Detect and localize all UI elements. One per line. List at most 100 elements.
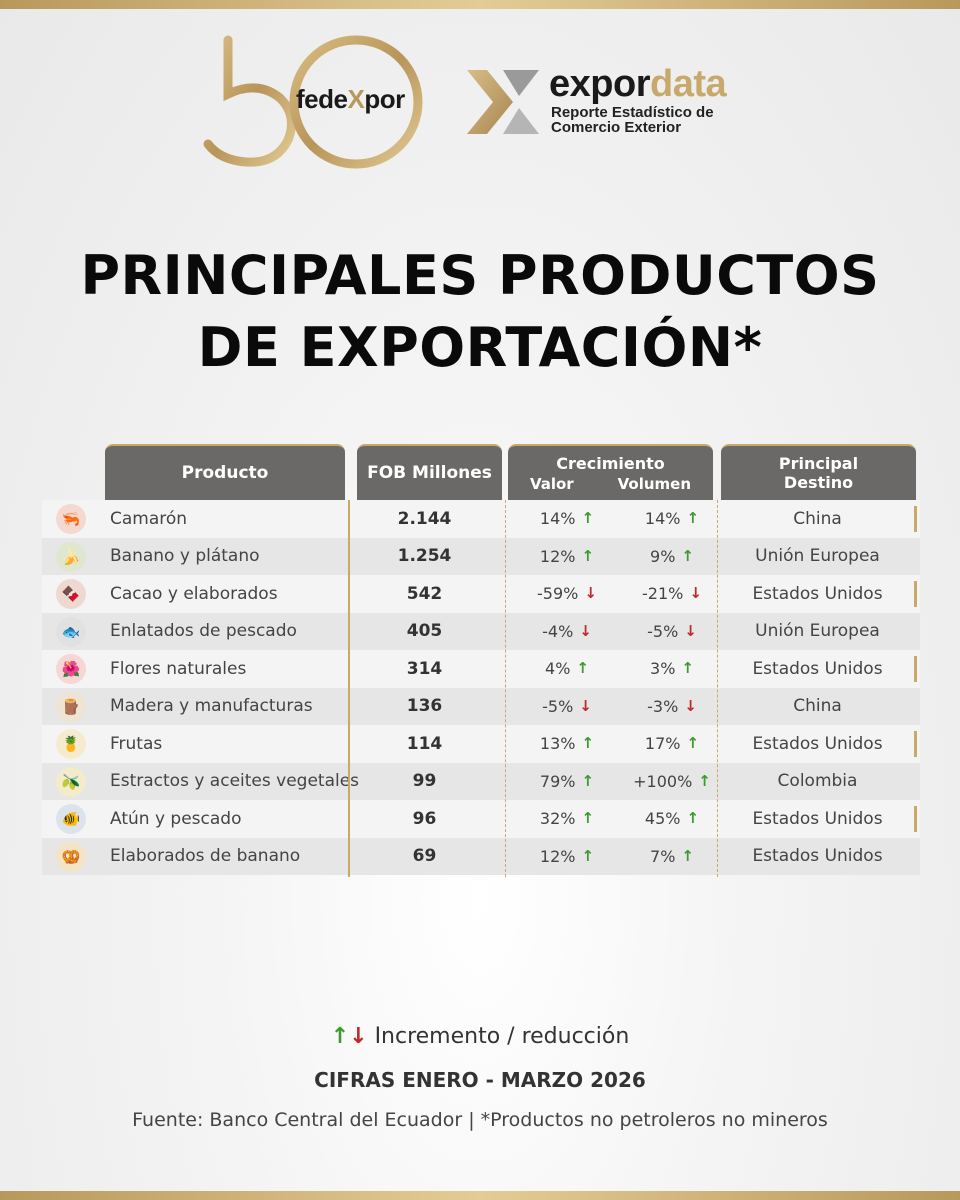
volumen-cell: -5% ↓: [617, 622, 727, 641]
header-crecimiento: Crecimiento Valor Volumen: [508, 444, 713, 500]
up-arrow-icon: ↑: [581, 509, 595, 528]
valor-value: 12%: [539, 546, 576, 566]
fob-value: 2.144: [397, 508, 452, 529]
down-arrow-icon: ↓: [579, 696, 592, 715]
valor-cell: 32% ↑: [512, 809, 622, 828]
valor-value: 4%: [545, 659, 571, 679]
top-gold-bar: [0, 0, 960, 9]
row-accent: [914, 581, 917, 607]
down-arrow-icon: ↓: [584, 584, 597, 603]
page-title: PRINCIPALES PRODUCTOS DE EXPORTACIÓN*: [80, 244, 880, 379]
down-arrow-icon: ↓: [684, 621, 697, 640]
valor-cell: 13% ↑: [512, 734, 622, 753]
down-arrow-icon: ↓: [684, 696, 697, 715]
product-name: Elaborados de banano: [110, 846, 301, 867]
volumen-cell: -21% ↓: [617, 584, 727, 603]
fedexpor-wordmark: fedeXpor: [296, 84, 405, 114]
product-name: Estractos y aceites vegetales: [110, 771, 360, 792]
up-arrow-icon: ↑: [681, 546, 694, 565]
up-arrow-icon: ↑: [686, 509, 700, 528]
valor-value: 32%: [539, 809, 576, 829]
product-name: Frutas: [110, 733, 163, 754]
volumen-value: +100%: [633, 771, 693, 791]
up-arrow-icon: ↑: [686, 809, 700, 828]
fob-value: 405: [406, 621, 443, 642]
column-divider: [717, 500, 718, 877]
fob-value: 69: [412, 846, 437, 867]
oil-bottle-icon: 🫒: [56, 766, 86, 797]
valor-value: -59%: [537, 584, 579, 604]
valor-cell: 4% ↑: [512, 659, 622, 678]
up-arrow-icon: ↑: [681, 846, 694, 865]
row-accent: [914, 806, 917, 832]
valor-value: 79%: [539, 771, 576, 791]
tuna-icon: 🐠: [56, 804, 86, 834]
down-arrow-icon: ↓: [579, 621, 592, 640]
product-name: Atún y pescado: [110, 808, 242, 829]
flower-icon: 🌺: [56, 654, 86, 684]
up-arrow-icon: ↑: [330, 1024, 350, 1049]
fob-value: 99: [412, 771, 437, 792]
fob-value: 542: [406, 583, 443, 604]
valor-cell: 12% ↑: [512, 847, 622, 866]
up-arrow-icon: ↑: [581, 734, 595, 753]
expordata-subtitle: Reporte Estadístico de Comercio Exterior: [551, 104, 714, 136]
up-arrow-icon: ↑: [581, 846, 595, 865]
fifty-graphic: [203, 35, 423, 169]
destination: Estados Unidos: [752, 733, 883, 754]
valor-cell: 14% ↑: [512, 509, 622, 528]
table-row: 🍍 Frutas 114 13% ↑ 17% ↑ Estados Unidos: [42, 725, 920, 763]
row-accent: [914, 506, 917, 532]
column-divider: [348, 500, 350, 877]
volumen-cell: 17% ↑: [617, 734, 727, 753]
fruit-icon: 🍍: [56, 729, 86, 759]
up-arrow-icon: ↑: [581, 771, 595, 790]
fob-value: 136: [406, 696, 443, 717]
table-row: 🥨 Elaborados de banano 69 12% ↑ 7% ↑ Estados Un…: [42, 837, 920, 875]
up-arrow-icon: ↑: [681, 659, 694, 678]
product-name: Cacao y elaborados: [110, 583, 278, 604]
fob-value: 114: [406, 733, 443, 754]
fob-value: 314: [406, 658, 443, 679]
product-name: Madera y manufacturas: [110, 696, 313, 717]
row-accent: [914, 731, 917, 757]
valor-value: 13%: [539, 734, 576, 754]
header-fob: FOB Millones: [357, 444, 502, 500]
fedexpor-50-logo: fedeXpor: [198, 32, 428, 172]
volumen-cell: 9% ↑: [617, 547, 727, 566]
table-row: 🦐 Camarón 2.144 14% ↑ 14% ↑ China: [42, 500, 920, 538]
fob-value: 1.254: [397, 546, 452, 567]
header-volumen: Volumen: [617, 474, 692, 493]
banana-icon: 🍌: [56, 541, 86, 572]
valor-cell: -59% ↓: [512, 584, 622, 603]
table-row: 🪵 Madera y manufacturas 136 -5% ↓ -3% ↓ China: [42, 687, 920, 725]
valor-value: 14%: [539, 509, 576, 529]
up-arrow-icon: ↑: [698, 771, 711, 790]
product-name: Camarón: [110, 508, 188, 529]
product-name: Banano y plátano: [110, 546, 260, 567]
valor-cell: -5% ↓: [512, 697, 622, 716]
table-row: 🐟 Enlatados de pescado 405 -4% ↓ -5% ↓ Unión Eu…: [42, 612, 920, 650]
product-name: Flores naturales: [110, 658, 247, 679]
table-row: 🌺 Flores naturales 314 4% ↑ 3% ↑ Estados Unidos: [42, 650, 920, 688]
destination: China: [793, 508, 842, 529]
table-row: 🫒 Estractos y aceites vegetales 99 79% ↑ +100…: [42, 762, 920, 800]
down-arrow-icon: ↓: [689, 584, 702, 603]
cacao-icon: 🍫: [56, 579, 86, 609]
expordata-logo: expordata Reporte Estadístico de Comerci…: [465, 62, 775, 142]
canned-fish-icon: 🐟: [56, 616, 86, 647]
source-note: Fuente: Banco Central del Ecuador | *Pro…: [132, 1109, 828, 1131]
product-name: Enlatados de pescado: [110, 621, 297, 642]
up-arrow-icon: ↑: [686, 734, 700, 753]
shrimp-icon: 🦐: [56, 504, 86, 534]
header-valor: Valor: [529, 474, 574, 493]
volumen-value: -21%: [642, 584, 684, 604]
row-accent: [914, 656, 917, 682]
valor-cell: 12% ↑: [512, 547, 622, 566]
volumen-value: 14%: [644, 509, 681, 529]
wood-icon: 🪵: [56, 691, 86, 722]
destination: Estados Unidos: [752, 658, 883, 679]
volumen-value: -3%: [647, 696, 679, 716]
period-label: CIFRAS ENERO - MARZO 2026: [314, 1068, 646, 1092]
volumen-value: -5%: [647, 621, 679, 641]
